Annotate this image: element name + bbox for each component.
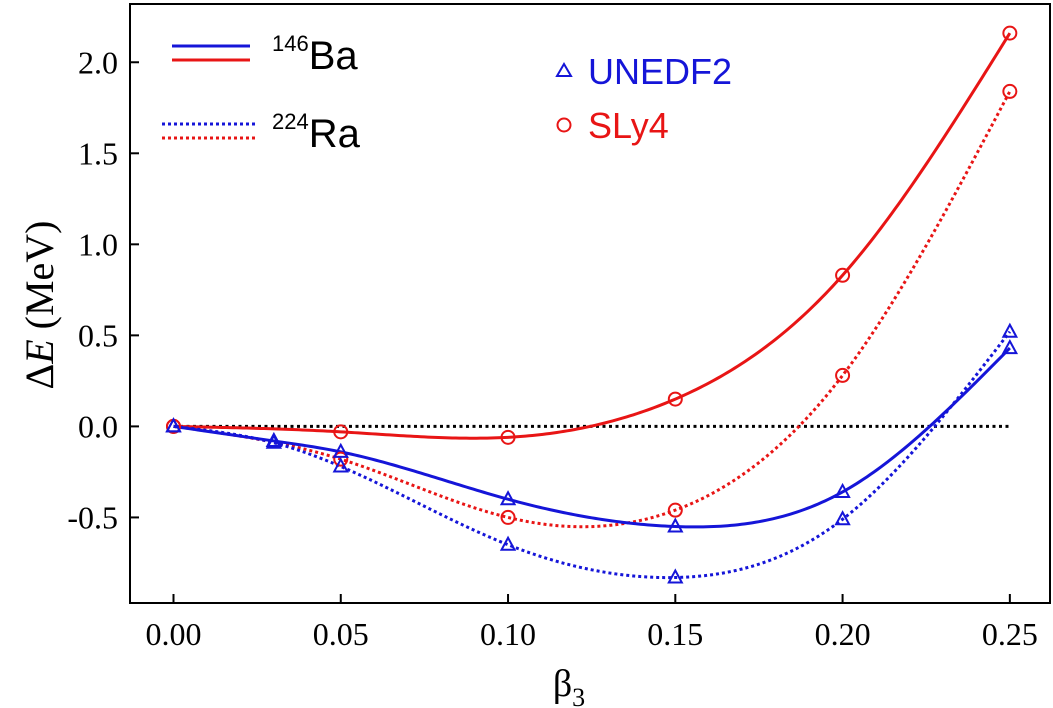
marker-146Ba-SLy4-2 [500, 429, 516, 445]
marker-224Ra-UNEDF2-4 [667, 568, 684, 584]
marker-146Ba-UNEDF2-2 [332, 442, 349, 458]
legend-models: UNEDF2 SLy4 [555, 51, 732, 146]
curve-146Ba-UNEDF2 [173, 347, 1011, 529]
y-tick-label-2: 0.5 [78, 317, 118, 353]
x-tick-label-1: 0.05 [313, 616, 369, 652]
marker-146Ba-SLy4-5 [1002, 25, 1018, 41]
x-tick-label-3: 0.15 [647, 616, 703, 652]
curve-224Ra-SLy4 [173, 90, 1012, 529]
marker-146Ba-UNEDF2-5 [834, 482, 851, 498]
curves-layer [173, 32, 1012, 580]
ticks-layer: 0.00 0.05 0.10 0.15 0.20 0.25 -0.5 0.0 0.5 1.0 1.5… [67, 44, 1038, 652]
y-tick-label-5: 2.0 [78, 44, 118, 80]
x-axis-label: β3 [553, 663, 585, 708]
marker-146Ba-SLy4-4 [835, 267, 851, 283]
x-tick-label-2: 0.10 [480, 616, 536, 652]
legend-ra-label: 224Ra [272, 109, 361, 156]
x-tick-label-4: 0.20 [815, 616, 871, 652]
x-tick-label-5: 0.25 [982, 616, 1038, 652]
y-tick-label-3: 1.0 [78, 226, 118, 262]
marker-146Ba-SLy4-1 [333, 424, 349, 440]
marker-146Ba-UNEDF2-4 [667, 517, 684, 533]
x-axis-label-subscript: 3 [572, 683, 585, 708]
legend-unedf2-marker [555, 62, 573, 77]
marker-224Ra-UNEDF2-5 [834, 510, 851, 526]
legend-sly4-label: SLy4 [588, 105, 669, 146]
curve-146Ba-SLy4 [173, 32, 1012, 440]
marker-224Ra-UNEDF2-2 [332, 457, 349, 473]
x-tick-label-0: 0.00 [145, 616, 201, 652]
markers-layer [165, 25, 1019, 584]
legend-unedf2-label: UNEDF2 [588, 51, 732, 92]
y-tick-label-4: 1.5 [78, 135, 118, 171]
y-tick-label-1: 0.0 [78, 408, 118, 444]
y-axis-label: ΔE (MeV) [17, 220, 62, 389]
marker-146Ba-UNEDF2-3 [499, 490, 517, 506]
marker-224Ra-UNEDF2-3 [499, 535, 517, 551]
marker-224Ra-SLy4-4 [835, 367, 851, 383]
legend-nuclei: 146Ba 224Ra [162, 31, 361, 156]
legend-sly4-marker [556, 117, 572, 133]
curve-224Ra-UNEDF2 [173, 330, 1012, 580]
legend-ba-label: 146Ba [272, 31, 358, 78]
marker-224Ra-SLy4-5 [1002, 83, 1018, 99]
plot-frame [129, 3, 1051, 604]
marker-224Ra-SLy4-3 [667, 502, 683, 518]
marker-146Ba-SLy4-3 [667, 391, 683, 407]
marker-224Ra-UNEDF2-1 [265, 433, 283, 449]
marker-146Ba-UNEDF2-6 [1001, 339, 1019, 355]
marker-224Ra-SLy4-2 [500, 509, 516, 525]
marker-224Ra-SLy4-1 [333, 451, 349, 467]
marker-224Ra-UNEDF2-6 [1001, 322, 1019, 338]
marker-224Ra-UNEDF2-0 [165, 417, 182, 433]
y-tick-label-0: -0.5 [67, 499, 118, 535]
